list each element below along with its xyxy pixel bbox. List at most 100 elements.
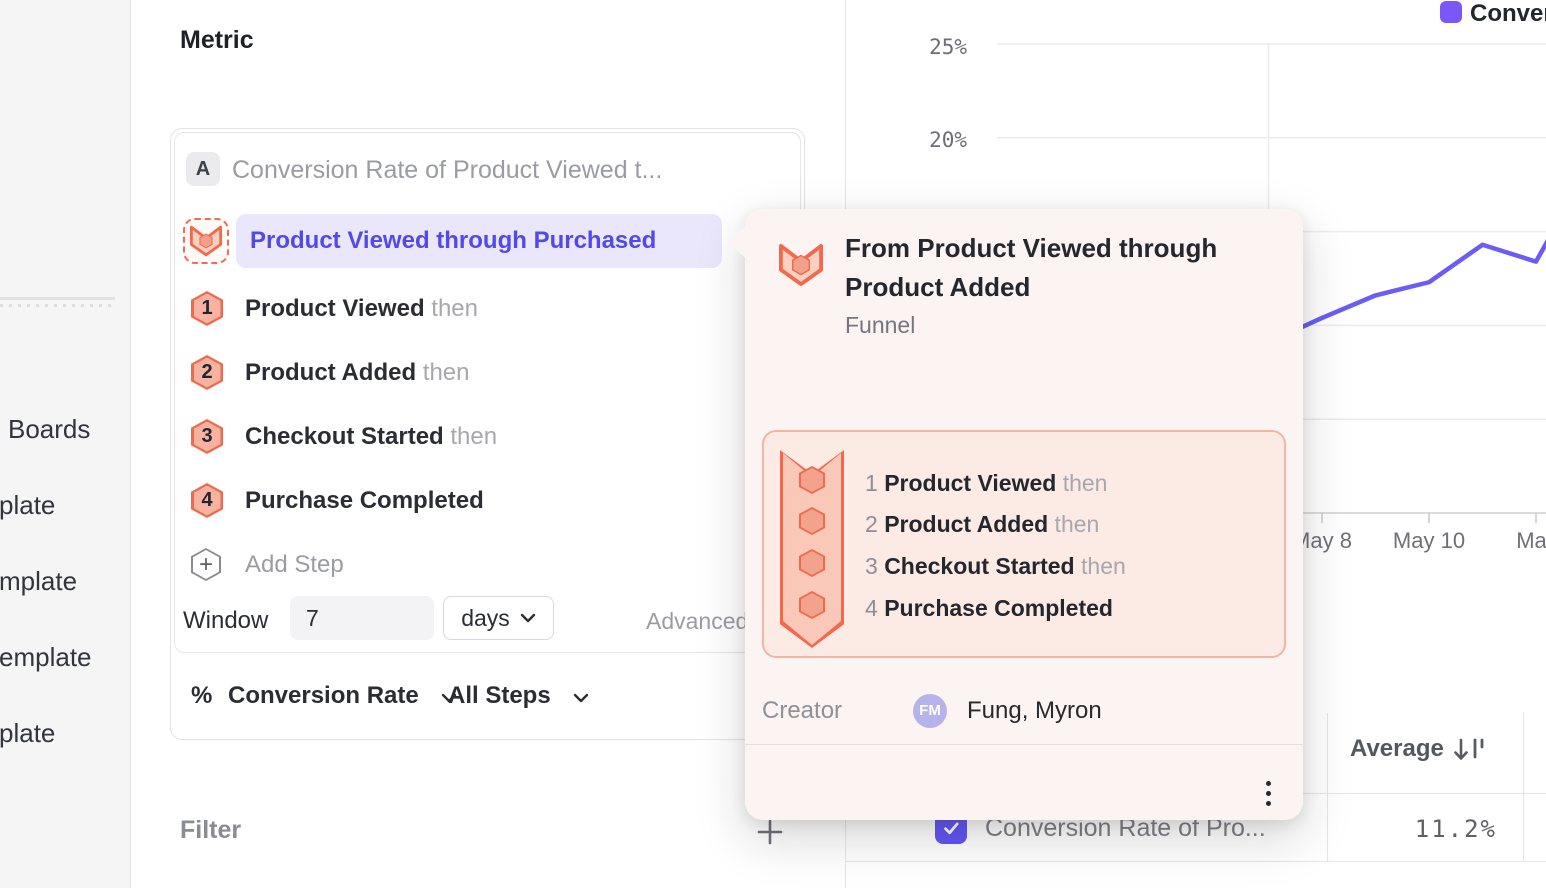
funnel-icon bbox=[190, 225, 223, 257]
creator-label: Creator bbox=[762, 697, 843, 724]
sidebar-item-plate[interactable]: plate bbox=[0, 718, 56, 748]
sidebar-item-boards[interactable]: Boards bbox=[8, 414, 91, 444]
metric-letter-badge: A bbox=[186, 152, 220, 186]
plus-icon: + bbox=[198, 551, 213, 578]
table-column-border bbox=[1523, 713, 1524, 861]
popover-divider bbox=[745, 744, 1303, 745]
selected-funnel-event[interactable]: Product Viewed through Purchased bbox=[236, 214, 722, 268]
table-row-border bbox=[845, 861, 1546, 862]
percent-symbol: % bbox=[191, 682, 213, 709]
step-event-name: Purchase Completed bbox=[884, 595, 1113, 621]
funnel-banner-graphic bbox=[780, 450, 844, 648]
hexagon-icon bbox=[799, 549, 825, 577]
step-number: 3 bbox=[201, 425, 213, 447]
step-number: 4 bbox=[201, 489, 213, 511]
step-then-label: then bbox=[416, 359, 470, 386]
metric-title[interactable]: Conversion Rate of Product Viewed t... bbox=[232, 156, 663, 184]
step-then-label: then bbox=[1074, 553, 1126, 579]
add-step-hexagon-icon: + bbox=[191, 548, 221, 581]
step-number-hexagon-icon: 4 bbox=[191, 483, 223, 518]
window-label: Window bbox=[183, 607, 269, 634]
y-axis-tick-25: 25% bbox=[929, 35, 967, 59]
step-event-name: Product Viewed bbox=[884, 470, 1057, 496]
legend-swatch bbox=[1440, 1, 1462, 23]
steps-scope-dropdown[interactable]: All Steps bbox=[448, 653, 589, 739]
steps-scope-value: All Steps bbox=[448, 682, 551, 709]
step-event-name: Checkout Started bbox=[884, 553, 1075, 579]
step-number: 1 bbox=[865, 470, 878, 496]
step-event-name: Product Added bbox=[245, 359, 417, 386]
sort-descending-icon[interactable] bbox=[1452, 737, 1488, 763]
advanced-link[interactable]: Advanced bbox=[646, 608, 749, 634]
y-axis-tick-20: 20% bbox=[929, 128, 967, 152]
funnel-step-row-4[interactable]: 4 Purchase Completed bbox=[175, 481, 800, 521]
funnel-step-row-1[interactable]: 1 Product Viewed then bbox=[175, 289, 800, 329]
measure-dropdown-value: Conversion Rate bbox=[228, 682, 419, 709]
chevron-down-icon bbox=[520, 613, 535, 623]
window-unit-value: days bbox=[461, 604, 510, 631]
chevron-down-icon bbox=[442, 693, 457, 703]
window-value-input[interactable]: 7 bbox=[290, 596, 434, 640]
popover-step-row-4: 4 Purchase Completed bbox=[865, 592, 1113, 624]
funnel-icon-selected[interactable] bbox=[183, 218, 229, 264]
step-then-label: then bbox=[443, 423, 498, 450]
table-header-average[interactable]: Average bbox=[1350, 735, 1444, 762]
metric-card: A Conversion Rate of Product Viewed t...… bbox=[170, 128, 805, 740]
filter-section-heading: Filter bbox=[180, 816, 242, 844]
conversion-rate-line-series[interactable] bbox=[1266, 166, 1546, 345]
table-column-border bbox=[1327, 713, 1328, 861]
legend-label: Conver bbox=[1470, 0, 1546, 24]
step-number-hexagon-icon: 1 bbox=[191, 291, 223, 326]
x-axis-tick-may10: May 10 bbox=[1392, 528, 1466, 553]
step-number: 2 bbox=[865, 511, 878, 537]
step-number: 1 bbox=[201, 297, 213, 319]
sidebar: Boards plate mplate emplate plate bbox=[0, 0, 131, 888]
step-number-hexagon-icon: 2 bbox=[191, 355, 223, 390]
funnel-step-row-3[interactable]: 3 Checkout Started then bbox=[175, 417, 800, 457]
creator-avatar[interactable]: FM bbox=[913, 694, 947, 728]
more-options-button[interactable] bbox=[1253, 771, 1283, 815]
step-event-name: Purchase Completed bbox=[245, 487, 484, 514]
sidebar-drag-dots bbox=[0, 304, 113, 307]
add-step-row[interactable]: + Add Step bbox=[175, 545, 800, 585]
funnel-icon bbox=[778, 243, 824, 287]
step-number: 4 bbox=[865, 595, 878, 621]
add-step-label: Add Step bbox=[245, 551, 344, 578]
step-number-hexagon-icon: 3 bbox=[191, 419, 223, 454]
metric-section-heading: Metric bbox=[180, 26, 254, 54]
measure-dropdown[interactable]: Conversion Rate bbox=[228, 653, 457, 739]
step-event-name: Checkout Started bbox=[245, 423, 444, 450]
step-then-label: then bbox=[424, 295, 478, 322]
step-event-name: Product Viewed bbox=[245, 295, 425, 322]
step-number: 3 bbox=[865, 553, 878, 579]
popover-step-row-2: 2 Product Added then bbox=[865, 508, 1099, 540]
popover-step-row-3: 3 Checkout Started then bbox=[865, 550, 1126, 582]
add-filter-button[interactable] bbox=[755, 817, 785, 847]
funnel-step-row-2[interactable]: 2 Product Added then bbox=[175, 353, 800, 393]
metric-event-card: A Conversion Rate of Product Viewed t...… bbox=[174, 132, 801, 653]
chart-legend[interactable]: Conver bbox=[1440, 0, 1546, 24]
sidebar-item-emplate[interactable]: emplate bbox=[0, 642, 92, 672]
step-number: 2 bbox=[201, 361, 213, 383]
popover-step-row-1: 1 Product Viewed then bbox=[865, 467, 1107, 499]
creator-name: Fung, Myron bbox=[967, 697, 1102, 724]
hexagon-icon bbox=[799, 466, 825, 494]
popover-title: From Product Viewed through Product Adde… bbox=[845, 233, 1218, 302]
metric-card-footer: % Conversion Rate All Steps bbox=[171, 653, 804, 739]
table-row-average-value: 11.2% bbox=[1414, 815, 1497, 843]
window-unit-select[interactable]: days bbox=[443, 596, 554, 640]
selected-funnel-event-label: Product Viewed through Purchased bbox=[250, 227, 657, 254]
sidebar-item-plate[interactable]: plate bbox=[0, 490, 56, 520]
funnel-details-popover: From Product Viewed through Product Adde… bbox=[729, 209, 1303, 820]
sidebar-item-mplate[interactable]: mplate bbox=[0, 566, 78, 596]
step-event-name: Product Added bbox=[884, 511, 1049, 537]
hexagon-icon bbox=[799, 507, 825, 535]
sidebar-divider bbox=[0, 297, 115, 300]
check-icon bbox=[944, 822, 959, 835]
popover-type-label: Funnel bbox=[845, 312, 916, 338]
funnel-steps-summary-box: 1 Product Viewed then 2 Product Added the… bbox=[762, 430, 1286, 658]
x-axis-tick-may12: May bbox=[1516, 528, 1546, 553]
step-then-label: then bbox=[1048, 511, 1100, 537]
hexagon-icon bbox=[799, 591, 825, 619]
